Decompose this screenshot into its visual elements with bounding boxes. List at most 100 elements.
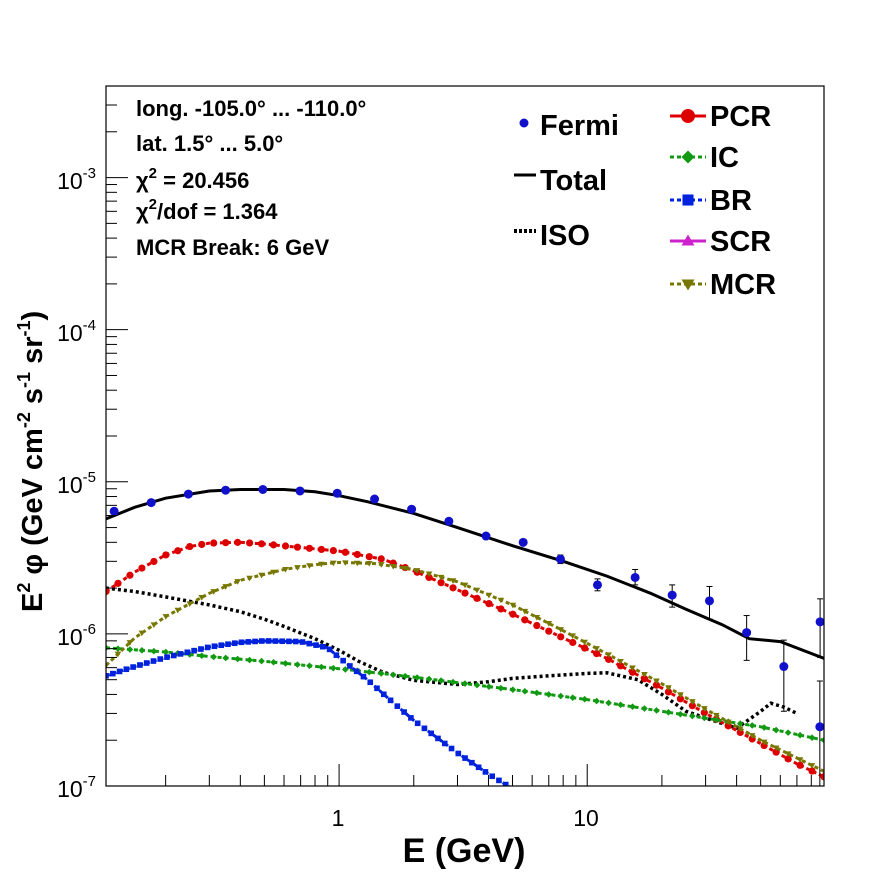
ic-marker	[641, 705, 648, 712]
mcr-marker	[713, 712, 720, 719]
br-marker	[231, 640, 238, 646]
fermi-point	[667, 590, 677, 600]
mcr-marker	[174, 607, 182, 614]
br-marker	[496, 777, 502, 784]
mcr-marker	[820, 768, 824, 775]
pcr-marker	[353, 550, 361, 559]
mcr-marker	[126, 640, 134, 646]
fermi-point	[183, 489, 193, 499]
mcr-marker	[138, 630, 146, 637]
mcr-marker	[677, 692, 684, 698]
scr-marker	[681, 234, 695, 246]
mcr-marker	[653, 678, 660, 685]
mcr-marker	[186, 601, 194, 607]
ic-marker	[282, 660, 289, 667]
pcr-marker	[521, 616, 529, 624]
fermi-point	[481, 531, 491, 541]
info-chi2: χ2 = 20.456	[136, 165, 249, 193]
br-marker	[387, 697, 394, 704]
mcr-marker	[413, 568, 421, 574]
legend-item-pcr: PCR	[670, 101, 771, 133]
br-marker	[123, 666, 130, 673]
ic-marker	[389, 671, 397, 679]
ic-marker	[653, 707, 660, 714]
br-marker	[326, 646, 333, 653]
pcr-marker	[593, 650, 601, 658]
mcr-marker	[306, 563, 313, 569]
mcr-marker	[593, 646, 600, 652]
ic-marker	[760, 724, 768, 731]
pcr-marker	[616, 662, 625, 670]
pcr-marker	[664, 688, 673, 696]
pcr-marker	[114, 579, 122, 587]
mcr-marker	[198, 594, 206, 601]
legend-item-fermi: Fermi	[519, 110, 619, 142]
mcr-marker	[784, 751, 792, 757]
mcr-marker	[689, 699, 696, 705]
pcr-marker	[473, 594, 481, 602]
pcr-marker	[688, 702, 696, 710]
br-marker	[109, 670, 116, 677]
mcr-marker	[581, 639, 588, 646]
pcr-marker	[365, 553, 373, 561]
br-marker	[448, 745, 455, 752]
legend-right: PCR IC BR SCR MCR	[670, 101, 776, 301]
pcr-marker	[341, 548, 349, 556]
pcr-marker	[640, 675, 649, 683]
mcr-marker	[389, 564, 397, 570]
ic-marker	[593, 697, 600, 705]
pcr-marker	[222, 539, 230, 547]
br-marker	[164, 654, 170, 660]
br-marker	[306, 640, 313, 647]
br-marker	[428, 730, 435, 737]
mcr-marker	[461, 582, 469, 589]
fermi-point	[370, 494, 380, 504]
pcr-marker	[186, 542, 194, 551]
br-marker	[279, 638, 285, 645]
br-marker	[682, 194, 694, 206]
ic-marker	[509, 686, 517, 693]
fermi-point	[258, 484, 268, 494]
pcr-marker	[461, 589, 469, 597]
pcr-marker	[497, 605, 505, 613]
br-series	[106, 638, 516, 786]
pcr-marker	[557, 633, 565, 641]
mcr-marker	[449, 578, 457, 584]
ic-line	[106, 646, 824, 742]
mcr-marker	[425, 571, 433, 578]
pcr-marker	[628, 668, 637, 676]
pcr-marker	[234, 538, 242, 546]
br-marker	[421, 725, 428, 732]
ic-marker	[270, 658, 277, 666]
ic-marker	[617, 701, 624, 709]
legend-item-scr: SCR	[670, 226, 771, 258]
pcr-marker	[257, 540, 266, 548]
fermi-point	[518, 537, 528, 547]
ic-marker	[413, 674, 421, 681]
total-line	[106, 488, 824, 660]
mcr-marker	[665, 685, 672, 691]
mcr-marker	[234, 579, 241, 585]
info-longitude: long. -105.0° ... -110.0°	[136, 96, 366, 121]
ic-marker	[497, 684, 505, 692]
mcr-marker	[114, 651, 122, 658]
info-chi2-dof: χ2/dof = 1.364	[136, 196, 278, 224]
br-marker	[245, 639, 252, 645]
pcr-marker	[150, 557, 158, 566]
ic-marker	[569, 694, 576, 701]
ic-marker	[485, 683, 493, 690]
br-marker	[394, 703, 401, 709]
legend-label-ic: IC	[710, 142, 739, 174]
ic-marker	[689, 712, 696, 720]
fermi-point	[221, 485, 231, 495]
br-marker	[143, 660, 150, 666]
ic-marker	[150, 647, 158, 655]
legend-item-iso: ISO	[514, 220, 590, 252]
br-marker	[408, 715, 414, 721]
mcr-marker	[473, 587, 481, 594]
y-axis-label: E2φ (GeV cm-2 s-1 sr-1)	[14, 311, 49, 612]
mcr-marker	[150, 622, 158, 628]
mcr-marker	[701, 706, 708, 712]
pcr-marker	[437, 579, 445, 587]
pcr-marker	[210, 539, 218, 547]
